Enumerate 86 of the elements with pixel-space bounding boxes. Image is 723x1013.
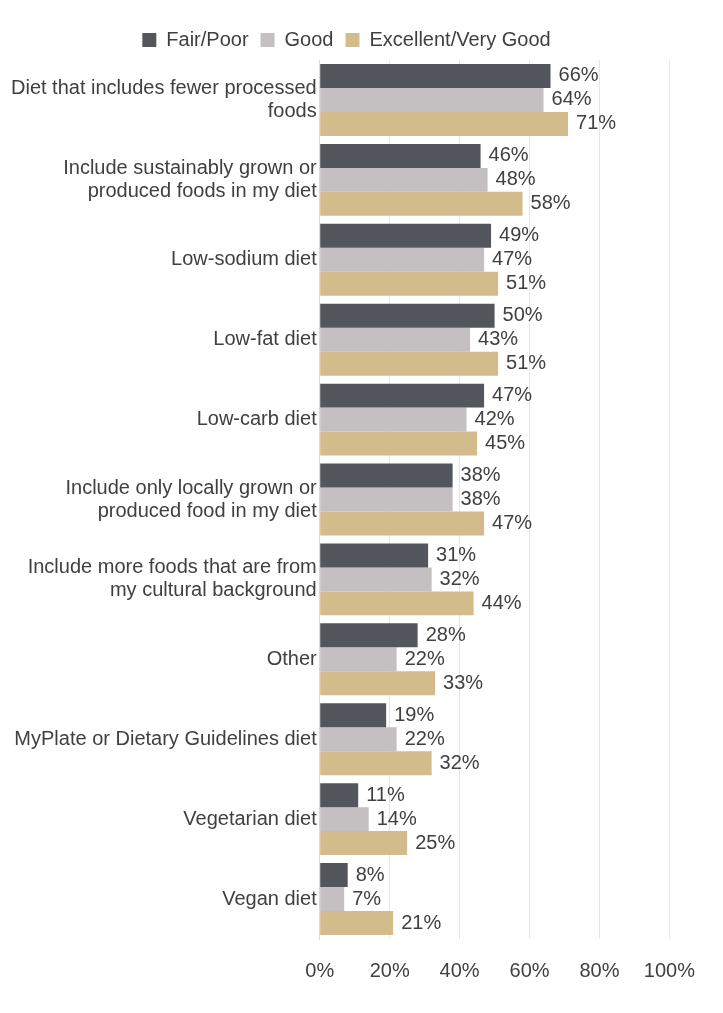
- y-tick-label: Low-fat diet: [213, 327, 318, 350]
- bar: [320, 223, 492, 248]
- bar: [320, 64, 551, 88]
- data-label: 51%: [506, 351, 547, 374]
- data-label: 47%: [492, 510, 533, 533]
- bar: [320, 271, 499, 296]
- data-label: 58%: [530, 191, 571, 214]
- data-label: 42%: [474, 407, 515, 430]
- data-label: 51%: [506, 271, 547, 294]
- data-label: 14%: [376, 806, 417, 829]
- bar: [320, 351, 499, 376]
- y-tick-label: Include sustainably grown or produced foods in my diet: [63, 155, 318, 201]
- bar: [320, 567, 432, 592]
- legend-label: Good: [284, 27, 334, 50]
- bar: [320, 807, 369, 832]
- y-tick-label: Low-sodium diet: [171, 247, 318, 270]
- bar: [320, 463, 453, 488]
- bar: [320, 703, 387, 728]
- bar: [320, 543, 429, 568]
- bar: [320, 671, 436, 696]
- bar: [320, 911, 394, 936]
- data-label: 47%: [492, 247, 533, 270]
- bar: [320, 247, 485, 272]
- data-label: 32%: [439, 566, 480, 589]
- bar: [320, 591, 474, 616]
- bar: [320, 87, 544, 112]
- y-tick-label: Vegan diet: [222, 886, 318, 909]
- y-tick-label: Other: [266, 646, 318, 669]
- x-tick-label: 60%: [509, 958, 550, 981]
- bar: [320, 303, 495, 328]
- y-tick-label: Diet that includes fewer processed foods: [10, 75, 317, 121]
- data-label: 33%: [443, 670, 484, 693]
- data-label: 8%: [355, 862, 385, 885]
- data-label: 50%: [502, 303, 543, 326]
- bar: [320, 143, 481, 168]
- data-label: 7%: [352, 886, 382, 909]
- x-tick-label: 100%: [643, 958, 696, 981]
- data-label: 43%: [478, 327, 519, 350]
- data-label: 66%: [558, 63, 599, 86]
- y-tick-label: Low-carb diet: [196, 407, 318, 430]
- data-label: 22%: [404, 646, 445, 669]
- data-label: 31%: [436, 542, 477, 565]
- data-label: 22%: [404, 726, 445, 749]
- bar: [320, 751, 432, 776]
- data-label: 48%: [495, 167, 536, 190]
- bar: [320, 167, 488, 192]
- data-label: 44%: [481, 590, 522, 613]
- data-label: 25%: [415, 830, 456, 853]
- bar: [320, 383, 485, 408]
- x-tick-label: 0%: [305, 958, 335, 981]
- bar: [320, 863, 348, 888]
- bar: [320, 191, 523, 216]
- data-label: 38%: [460, 463, 501, 486]
- bar: [320, 327, 471, 352]
- data-label: 64%: [551, 87, 592, 110]
- data-label: 11%: [366, 782, 405, 805]
- data-label: 46%: [488, 143, 529, 166]
- bar: [320, 431, 478, 456]
- data-label: 47%: [492, 383, 533, 406]
- x-tick-label: 80%: [579, 958, 620, 981]
- x-tick-label: 20%: [369, 958, 410, 981]
- bar: [320, 783, 359, 808]
- y-tick-label: MyPlate or Dietary Guidelines diet: [14, 726, 318, 749]
- bar: [320, 647, 397, 672]
- y-tick-label: Include only locally grown or produced food in my diet: [65, 475, 318, 521]
- y-tick-label: Include more foods that are from my cultural background: [27, 555, 317, 601]
- bar: [320, 623, 418, 648]
- data-label: 32%: [439, 750, 480, 773]
- data-label: 28%: [425, 622, 466, 645]
- data-label: 45%: [485, 431, 526, 454]
- bar: [320, 407, 467, 432]
- bar: [320, 111, 569, 136]
- data-label: 71%: [576, 111, 617, 134]
- x-tick-label: 40%: [439, 958, 480, 981]
- bar: [320, 887, 345, 912]
- data-label: 38%: [460, 487, 501, 510]
- bar: [320, 487, 453, 512]
- bar: [320, 727, 397, 752]
- y-tick-label: Vegetarian diet: [183, 806, 318, 829]
- bar: [320, 511, 485, 536]
- legend-label: Excellent/Very Good: [369, 27, 551, 50]
- data-label: 49%: [499, 223, 540, 246]
- data-label: 21%: [401, 910, 442, 933]
- legend-label: Fair/Poor: [166, 27, 249, 50]
- bar: [320, 831, 408, 856]
- data-label: 19%: [394, 702, 435, 725]
